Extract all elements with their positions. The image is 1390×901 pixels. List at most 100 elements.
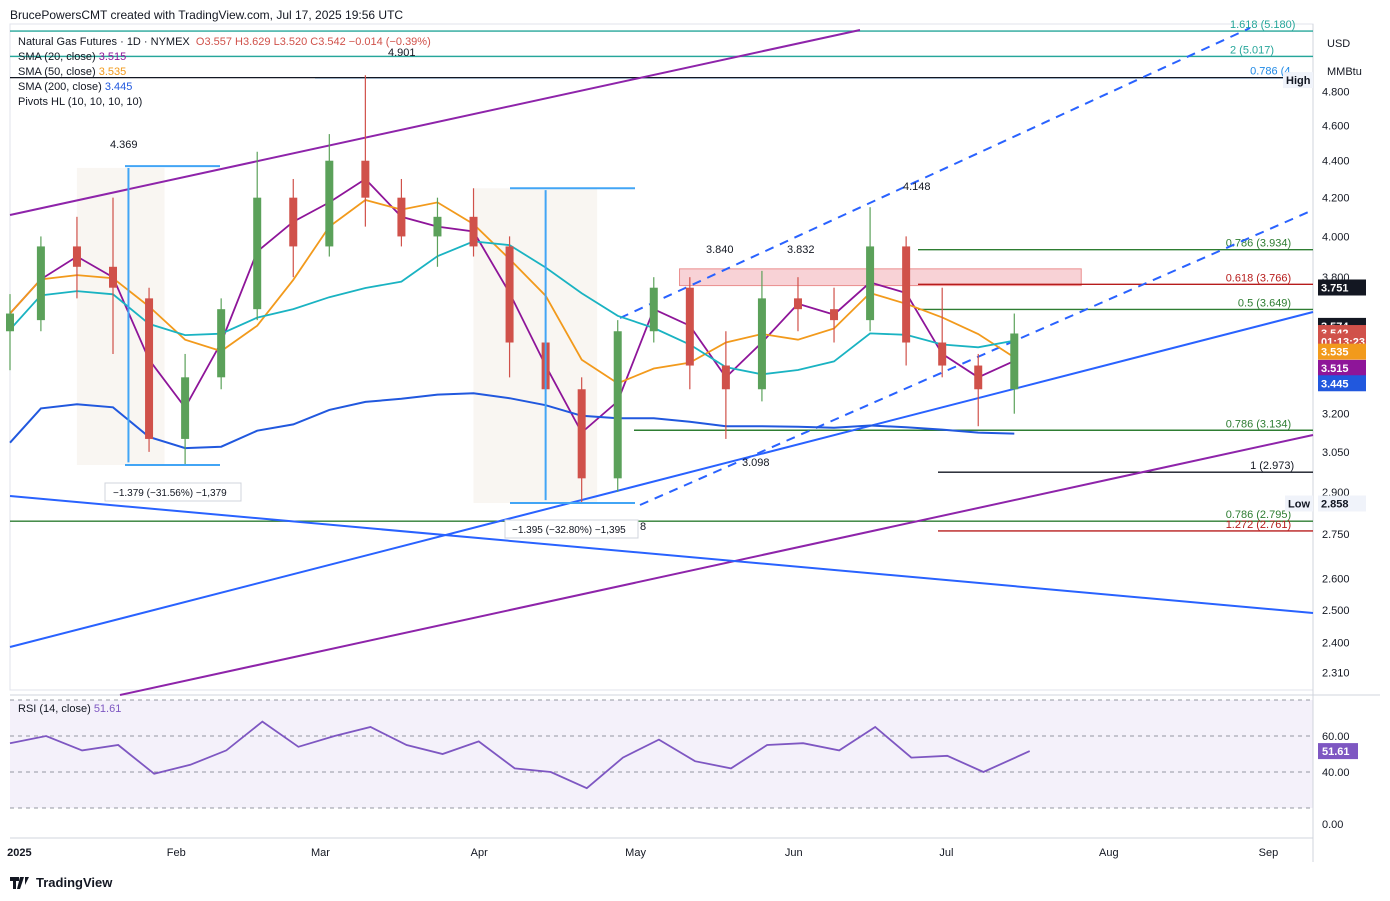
price-tick: 2.750 bbox=[1322, 529, 1350, 541]
ohlc-values: O3.557 H3.629 L3.520 C3.542 −0.014 (−0.3… bbox=[195, 36, 431, 48]
price-tag-bg bbox=[1318, 495, 1366, 512]
rsi-line bbox=[9, 720, 1031, 790]
channel-lower-line bbox=[119, 434, 1314, 696]
candle-body bbox=[469, 216, 478, 247]
candle-body bbox=[6, 313, 14, 332]
candle-body bbox=[505, 246, 514, 343]
price-tag-label: Low bbox=[1288, 498, 1310, 510]
fib-label: 0.5 (3.649) bbox=[1238, 297, 1291, 309]
fib-label: 0.786 (2.795) bbox=[1226, 509, 1291, 521]
pivot-label: 4.369 bbox=[110, 139, 138, 151]
sma50-value: 3.535 bbox=[98, 66, 127, 78]
axis-currency: USD bbox=[1327, 38, 1350, 50]
price-tick: 2.310 bbox=[1322, 668, 1350, 680]
tradingview-logo-icon bbox=[10, 876, 29, 889]
fib-label: 0.786 (3.134) bbox=[1226, 418, 1291, 430]
pivot-label: 3.832 bbox=[787, 244, 815, 256]
axis-unit: MMBtu bbox=[1327, 66, 1362, 78]
pivot-label: 4.148 bbox=[903, 181, 931, 193]
time-tick: Jul bbox=[939, 847, 953, 859]
price-tag-bg bbox=[1318, 343, 1366, 360]
candle-body bbox=[974, 365, 983, 390]
price-tag-label: 2.858 bbox=[1321, 498, 1349, 510]
price-tag-bg bbox=[1318, 359, 1366, 376]
candle-body bbox=[866, 246, 875, 321]
candle-body bbox=[902, 246, 911, 343]
resistance-zone bbox=[679, 268, 1082, 287]
tradingview-brand: TradingView bbox=[36, 875, 113, 890]
price-tag-bg bbox=[1283, 72, 1313, 89]
candle-body bbox=[685, 287, 694, 366]
candle-body bbox=[649, 287, 658, 332]
symbol-row[interactable]: Natural Gas Futures · 1D · NYMEX O3.557 … bbox=[18, 35, 431, 50]
parallel-upper-dashed bbox=[619, 27, 1251, 319]
price-tag-label: 3.445 bbox=[1321, 378, 1349, 390]
price-tick: 2.400 bbox=[1322, 637, 1350, 649]
fib-label: 1 (2.973) bbox=[1250, 460, 1294, 472]
time-tick: May bbox=[625, 847, 646, 859]
channel-upper-line bbox=[9, 29, 861, 216]
fib-label: 0.786 (4. bbox=[1250, 66, 1293, 78]
sma20-label: SMA (20, close) bbox=[18, 51, 96, 63]
price-tick: 4.400 bbox=[1322, 156, 1350, 168]
time-tick: Jun bbox=[785, 847, 803, 859]
pivots-row[interactable]: Pivots HL (10, 10, 10, 10) bbox=[18, 95, 431, 110]
measure-1-label: −1.379 (−31.56%) −1,379 bbox=[113, 488, 227, 499]
price-tag-label: 3.751 bbox=[1321, 282, 1349, 294]
price-tick: 4.800 bbox=[1322, 87, 1350, 99]
measure-1-box bbox=[104, 482, 242, 502]
sma50-label: SMA (50, close) bbox=[18, 66, 96, 78]
candle-body bbox=[289, 197, 298, 247]
time-tick: Sep bbox=[1259, 847, 1279, 859]
pivot-label: 4.901 bbox=[388, 47, 416, 59]
rsi-tick: 40.00 bbox=[1322, 767, 1350, 779]
sma200-label: SMA (200, close) bbox=[18, 81, 102, 93]
rsi-legend[interactable]: RSI (14, close) 51.61 bbox=[18, 703, 121, 715]
rsi-tick: 0.00 bbox=[1322, 819, 1343, 831]
price-tick: 4.000 bbox=[1322, 231, 1350, 243]
time-tick: Aug bbox=[1099, 847, 1119, 859]
price-tag-label: High bbox=[1286, 75, 1311, 87]
indicator-legend: Natural Gas Futures · 1D · NYMEX O3.557 … bbox=[18, 35, 431, 110]
candle-body bbox=[830, 309, 839, 321]
uptrend-support-line bbox=[9, 311, 1314, 648]
pivots-label: Pivots HL (10, 10, 10, 10) bbox=[18, 96, 143, 108]
rsi-label: RSI (14, close) bbox=[18, 703, 91, 715]
pivot-label: 3.098 bbox=[742, 457, 770, 469]
candle-body bbox=[613, 331, 622, 479]
rsi-band bbox=[10, 700, 1313, 808]
measure-2-label: −1.395 (−32.80%) −1,395 bbox=[512, 525, 626, 536]
sma20-row[interactable]: SMA (20, close) 3.515 bbox=[18, 50, 431, 65]
candle-body bbox=[397, 197, 406, 237]
candle-body bbox=[577, 389, 586, 479]
pivot-label: 8 bbox=[640, 521, 646, 533]
candle-body bbox=[1010, 333, 1019, 390]
symbol-name: Natural Gas Futures · 1D · NYMEX bbox=[18, 36, 190, 48]
sma50-row[interactable]: SMA (50, close) 3.535 bbox=[18, 65, 431, 80]
time-tick: Feb bbox=[167, 847, 186, 859]
author-header: BrucePowersCMT created with TradingView.… bbox=[10, 8, 404, 22]
price-tick: 4.200 bbox=[1322, 193, 1350, 205]
price-tag-bg bbox=[1318, 375, 1366, 392]
price-tick: 3.200 bbox=[1322, 409, 1350, 421]
time-tick: 2025 bbox=[7, 847, 31, 859]
candle-body bbox=[145, 298, 154, 439]
sma200-value: 3.445 bbox=[104, 81, 133, 93]
tradingview-logo[interactable]: TradingView bbox=[10, 875, 112, 890]
sma20-value: 3.515 bbox=[98, 51, 127, 63]
price-tick: 4.600 bbox=[1322, 120, 1350, 132]
price-tag-label: 3.535 bbox=[1321, 347, 1349, 359]
parallel-lower-dashed bbox=[639, 209, 1314, 506]
rsi-value-tag bbox=[1318, 743, 1358, 760]
candle-body bbox=[109, 266, 118, 288]
candle-body bbox=[72, 246, 81, 267]
price-tick: 2.600 bbox=[1322, 574, 1350, 586]
candle-body bbox=[757, 298, 766, 390]
candle-body bbox=[793, 298, 802, 310]
price-tick: 3.050 bbox=[1322, 447, 1350, 459]
price-tag-bg bbox=[1285, 495, 1313, 512]
sma200-row[interactable]: SMA (200, close) 3.445 bbox=[18, 80, 431, 95]
candle-body bbox=[938, 342, 947, 366]
fib-label: 0.618 (3.766) bbox=[1226, 272, 1291, 284]
